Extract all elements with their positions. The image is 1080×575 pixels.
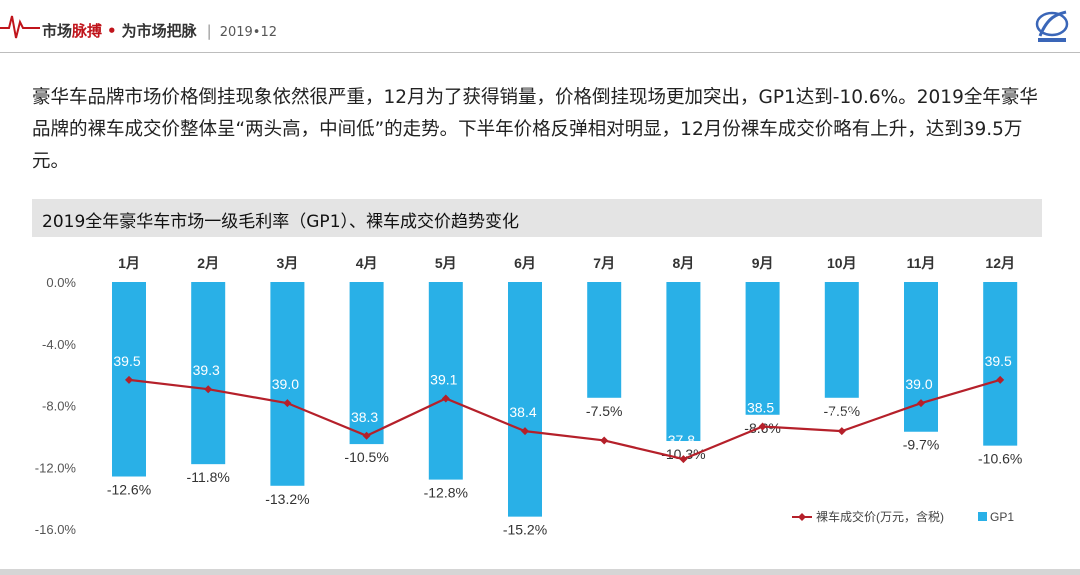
gp1-bar [745,282,780,415]
gp1-value-label: -10.3% [661,446,705,462]
gp1-bar [191,282,226,465]
price-value-label: 39.0 [905,376,932,392]
x-category-label: 10月 [827,255,857,271]
gp1-value-label: -12.6% [107,482,151,498]
brand-dot: • [107,22,117,40]
y-tick-label: -16.0% [35,522,77,537]
price-value-label: 38.5 [747,399,774,415]
gp1-value-label: -10.5% [344,449,388,465]
price-value-label: 38.3 [351,409,378,425]
chart-title-bar: 2019全年豪华车市场一级毛利率（GP1）、裸车成交价趋势变化 [32,199,1042,237]
brand-title: 市场脉搏 • 为市场把脉 | 2019•12 [42,20,277,41]
gp1-value-label: -9.7% [903,437,940,453]
gp1-bar [349,282,384,445]
x-category-label: 1月 [118,255,140,271]
price-marker [125,375,133,384]
gp1-value-label: -7.5% [586,403,623,419]
gp1-bar [428,282,463,480]
price-marker [521,427,529,436]
x-category-label: 5月 [435,255,457,271]
price-value-label: 38.4 [509,404,536,420]
price-marker [283,399,292,408]
gp1-bar [824,282,859,398]
footer-strip [0,569,1080,575]
price-value-label: 39.5 [985,353,1012,369]
x-category-label: 9月 [752,255,774,271]
gp1-value-label: -12.8% [424,485,468,501]
brand-part3: 为市场把脉 [121,22,197,40]
y-tick-label: -4.0% [42,337,76,352]
price-marker [362,431,371,440]
y-tick-label: 0.0% [46,275,76,290]
gp1-bar [270,282,305,486]
gp1-bar [904,282,938,432]
legend-bar-swatch [978,512,987,521]
y-tick-label: -12.0% [35,460,77,475]
price-marker [679,455,688,464]
price-marker [837,427,846,436]
price-value-label: 38.2 [589,413,616,429]
gp1-value-label: -13.2% [265,491,309,507]
price-marker [441,394,450,403]
company-logo [1035,10,1069,42]
header-separator: | [206,22,212,40]
brand-part2: 脉搏 [72,22,103,40]
gp1-value-label: -10.6% [978,451,1022,467]
price-value-label: 39.3 [193,362,220,378]
x-category-label: 7月 [593,255,615,271]
legend-line-label: 裸车成交价(万元，含税) [816,509,944,524]
x-category-label: 12月 [985,255,1015,271]
price-marker [600,436,609,445]
price-marker [758,422,767,431]
legend-bar-label: GP1 [990,510,1014,524]
heartbeat-icon [0,15,40,39]
price-value-label: 39.1 [430,372,457,388]
price-value-label: 39.5 [113,353,140,369]
intro-paragraph: 豪华车品牌市场价格倒挂现象依然很严重，12月为了获得销量，价格倒挂现场更加突出，… [32,87,1038,172]
gp1-bar [983,282,1018,446]
brand-part1: 市场 [42,22,73,40]
price-line [128,378,1001,461]
gp1-value-label: -11.8% [187,469,230,485]
price-value-label: 39.0 [272,376,299,392]
price-marker [917,399,925,408]
gp1-value-label: -7.5% [824,403,861,419]
price-value-label: 37.8 [668,432,695,448]
header-bar: 市场脉搏 • 为市场把脉 | 2019•12 [0,0,1080,53]
x-category-label: 6月 [514,255,536,271]
price-marker [996,375,1005,384]
x-category-label: 11月 [907,255,936,271]
x-category-label: 2月 [197,255,219,271]
x-category-label: 8月 [673,255,695,271]
header-date: 2019•12 [219,25,277,40]
price-marker [204,385,213,394]
x-category-label: 3月 [277,255,299,271]
x-category-label: 4月 [356,255,378,271]
price-value-label: 38.4 [826,404,853,420]
gp1-value-label: -15.2% [503,522,547,538]
gp1-bar [666,282,701,442]
chart-title: 2019全年豪华车市场一级毛利率（GP1）、裸车成交价趋势变化 [42,212,520,232]
legend-line-marker [798,513,806,521]
gp1-bar [587,282,622,398]
gp1-bar [508,282,542,517]
y-tick-label: -8.0% [42,399,76,414]
